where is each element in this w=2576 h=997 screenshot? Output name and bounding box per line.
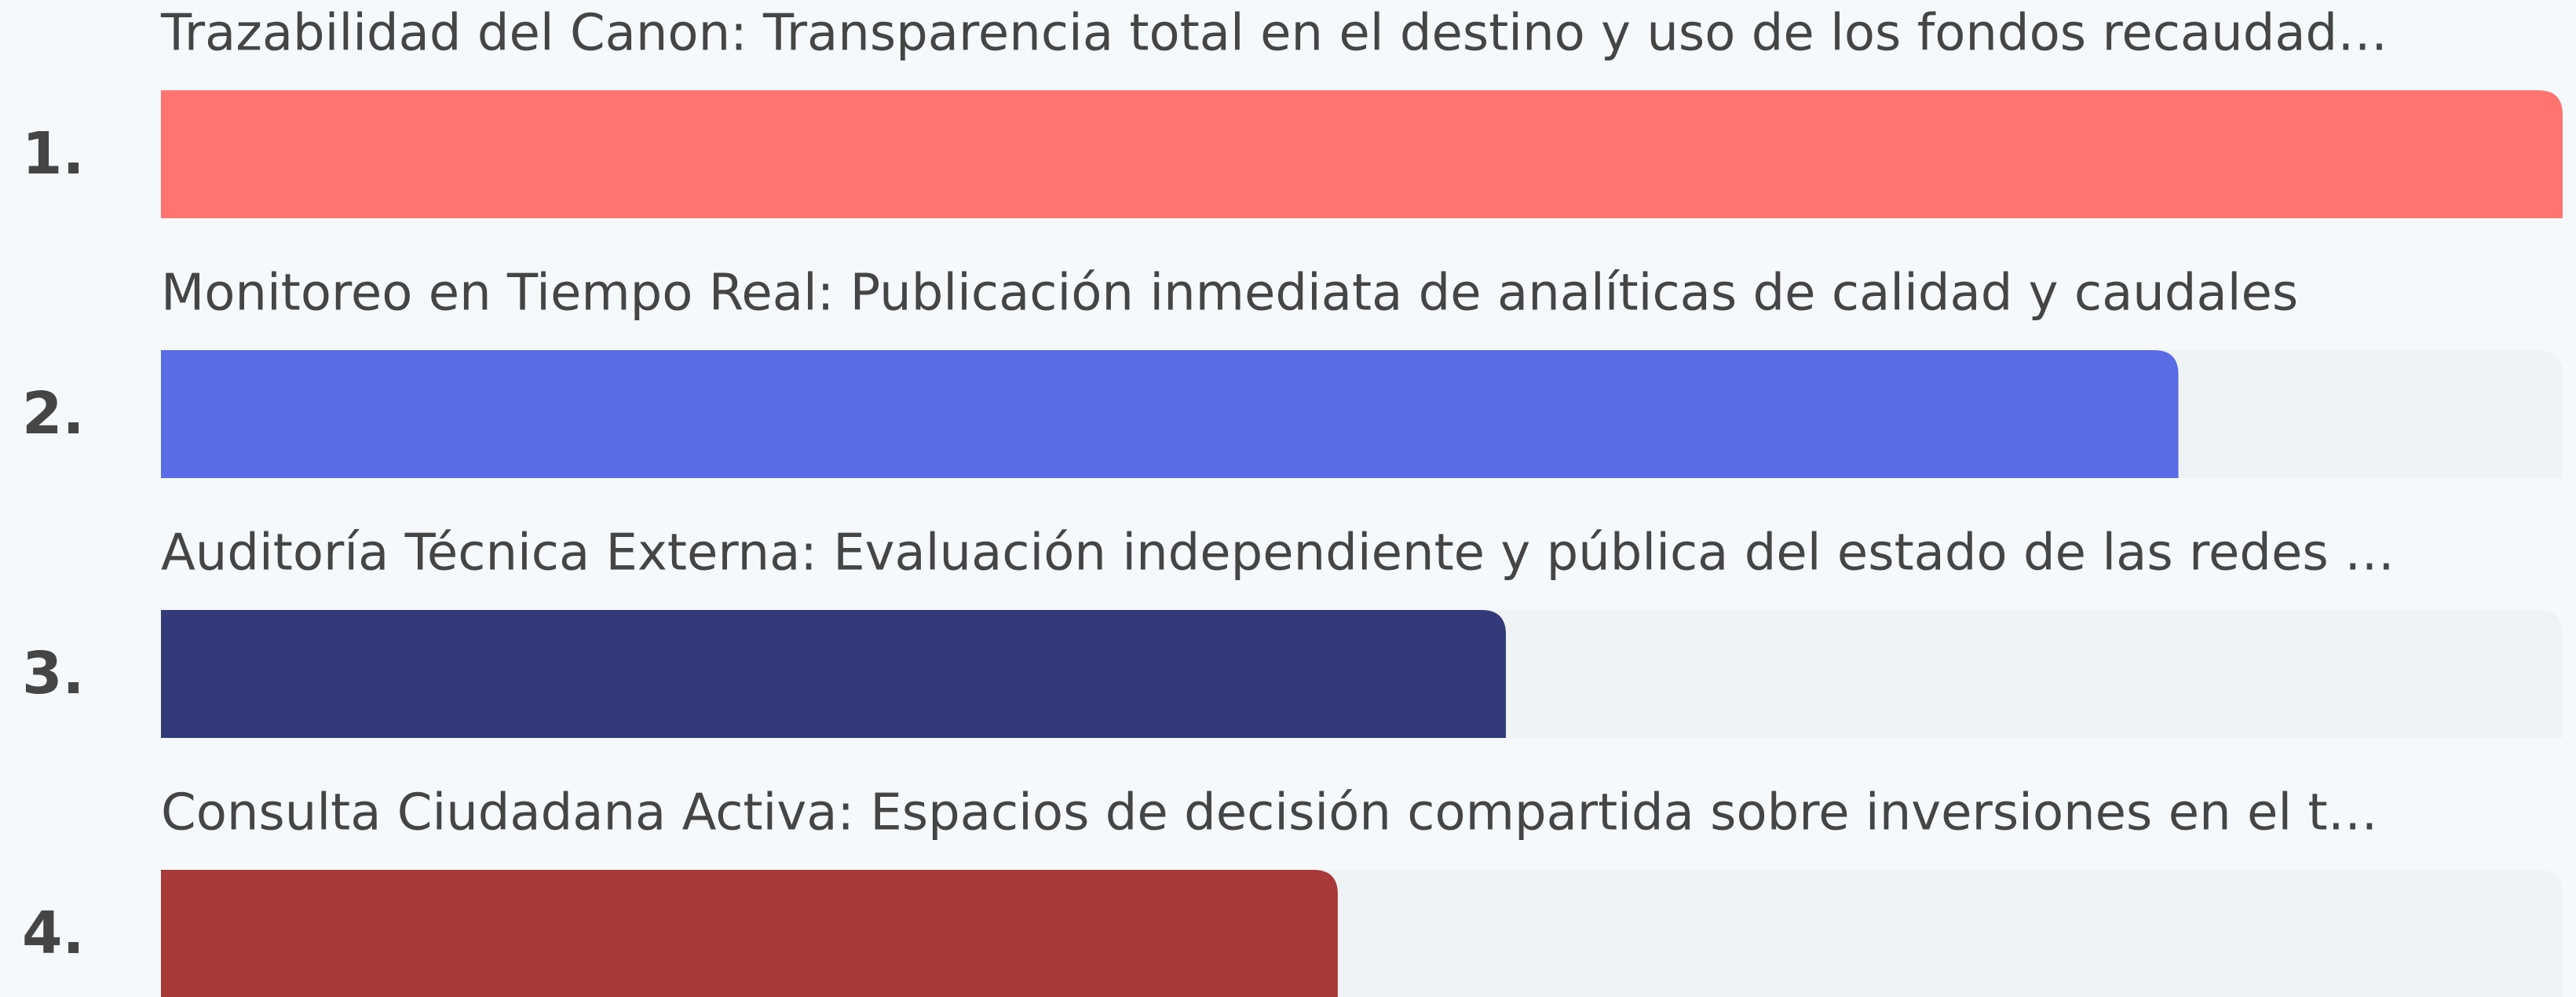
- rank-label: 1.: [22, 120, 85, 188]
- rank-label: 2.: [22, 380, 85, 447]
- option-label: Auditoría Técnica Externa: Evaluación in…: [161, 524, 2395, 582]
- option-label: Monitoreo en Tiempo Real: Publicación in…: [161, 265, 2298, 323]
- bar: [161, 610, 1507, 738]
- bar: [161, 350, 2179, 478]
- bar: [161, 90, 2563, 218]
- option-label: Trazabilidad del Canon: Transparencia to…: [160, 5, 2388, 63]
- option-label: Consulta Ciudadana Activa: Espacios de d…: [161, 784, 2378, 842]
- rank-label: 3.: [22, 640, 85, 707]
- bar: [161, 870, 1338, 997]
- rank-label: 4.: [22, 900, 85, 967]
